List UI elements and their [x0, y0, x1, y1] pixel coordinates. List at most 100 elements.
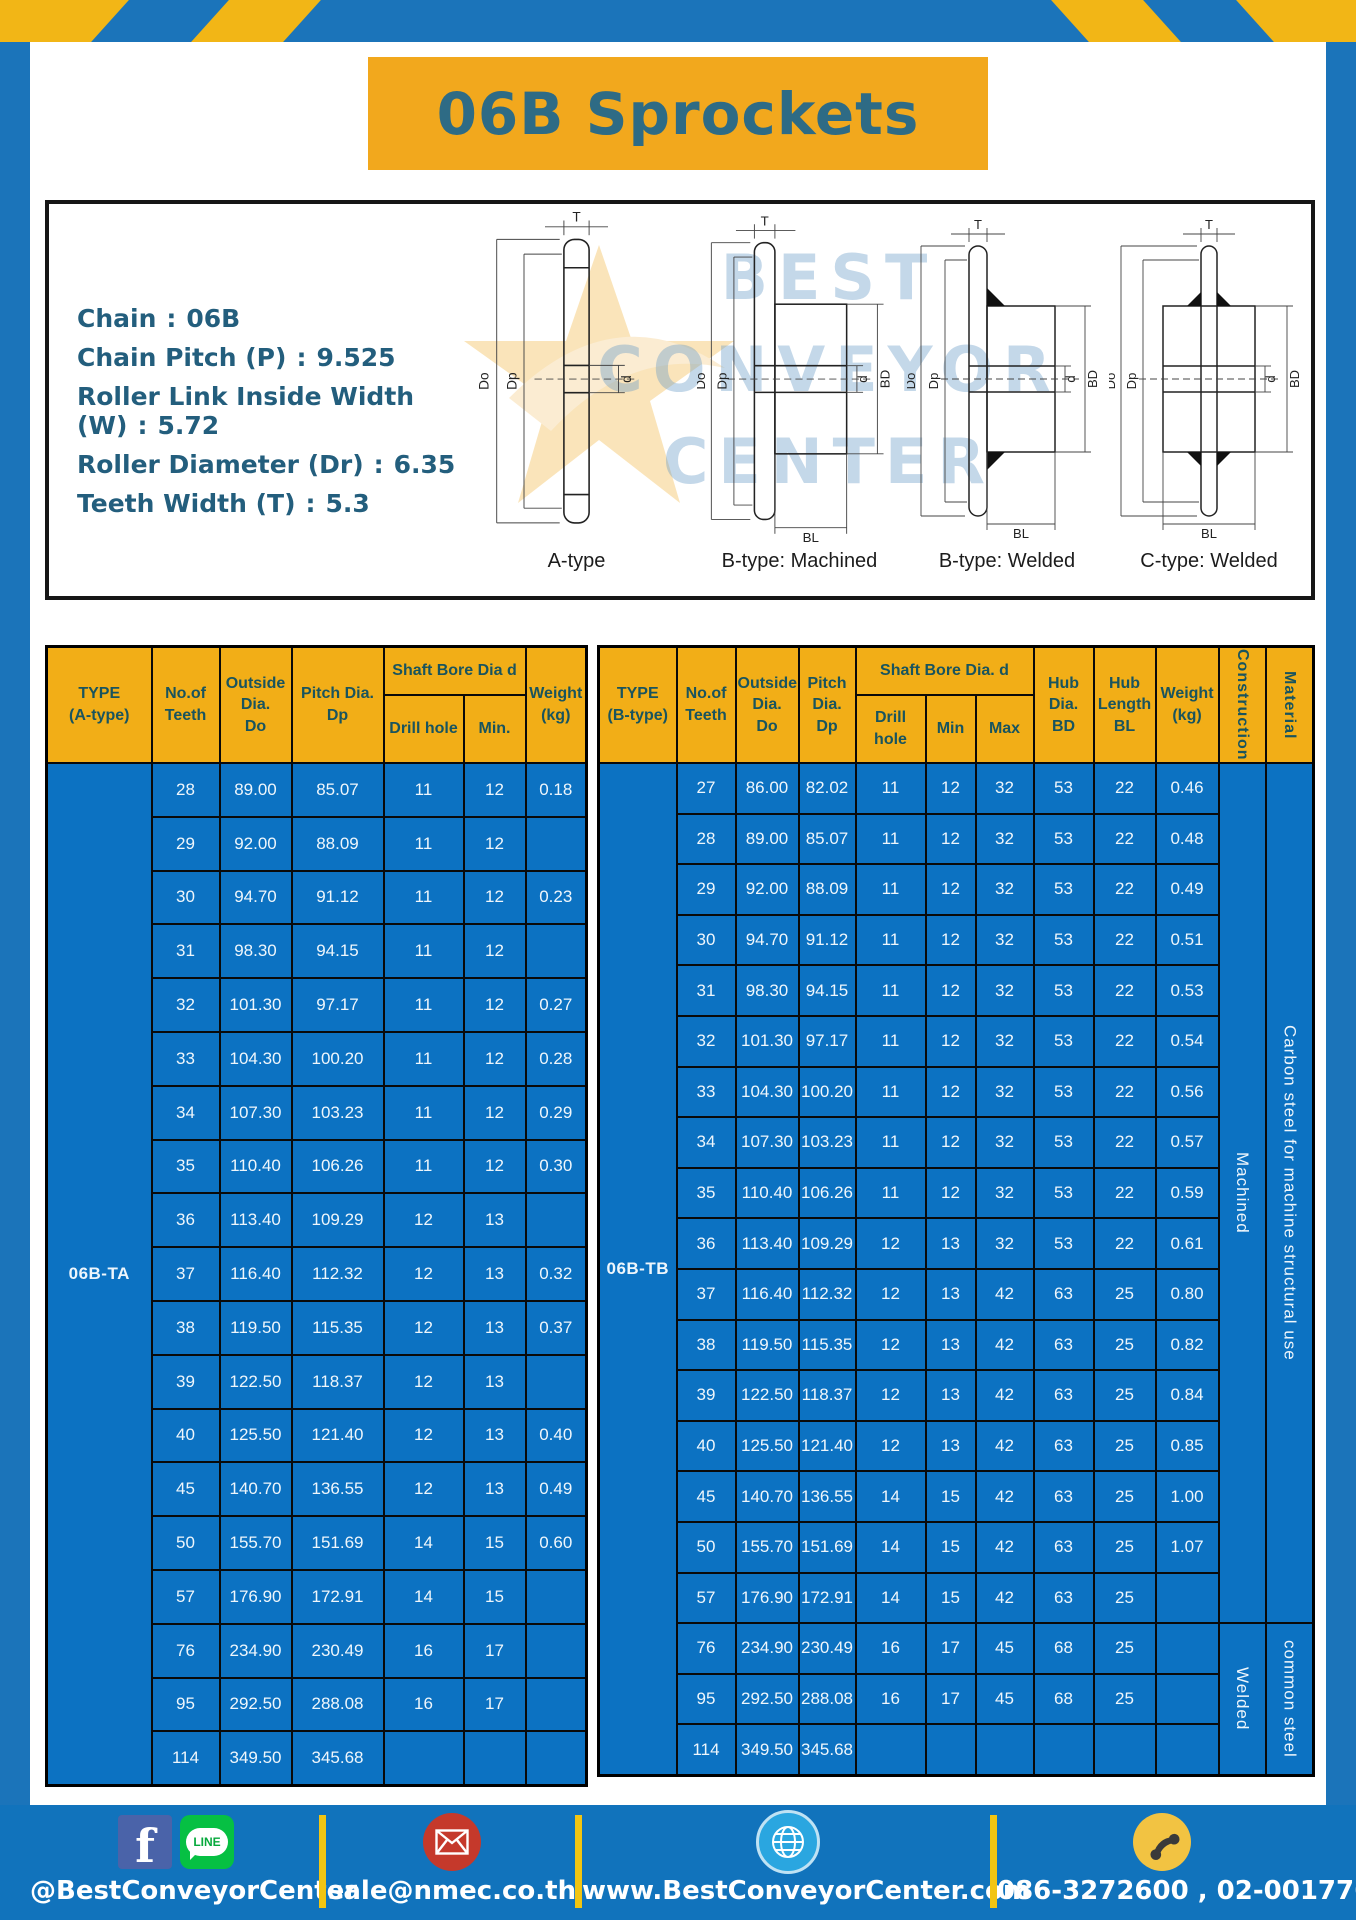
table-cell: 13: [462, 1407, 527, 1464]
table-cell: 0.40: [524, 1407, 588, 1464]
table-cell: 11: [854, 863, 927, 916]
table-cell: 11: [382, 1138, 465, 1195]
table-cell: 292.50: [734, 1672, 800, 1726]
table-cell: 40: [675, 1419, 737, 1473]
table-cell: 12: [462, 869, 527, 926]
table-cell: 11: [382, 869, 465, 926]
table-cell: 122.50: [218, 1353, 293, 1410]
table-cell: 110.40: [734, 1166, 800, 1220]
table-row: 39 122.50 118.37 12 13 42 63 25 0.84: [599, 1369, 1314, 1422]
table-cell: 14: [382, 1568, 465, 1625]
diagram-caption: B-type: Machined: [721, 550, 878, 572]
table-cell: 16: [382, 1676, 465, 1733]
table-row: 33 104.30 100.20 11 12 32 53 22 0.56: [599, 1065, 1314, 1119]
footer-email: sale@nmec.co.th: [327, 1876, 577, 1906]
table-cell: [462, 1730, 527, 1787]
table-cell: 50: [150, 1515, 221, 1571]
table-cell: 89.00: [734, 812, 800, 866]
spec-line: Chain:06B: [77, 304, 241, 333]
table-cell: 12: [462, 977, 527, 1033]
table-row: 33 104.30 100.20 11 12 0.28: [47, 1030, 588, 1087]
table-cell: 22: [1092, 863, 1157, 916]
table-cell: 32: [974, 1166, 1035, 1220]
table-cell: 0.57: [1154, 1116, 1220, 1169]
table-cell: 42: [974, 1520, 1035, 1574]
dim-bl: BL: [1201, 526, 1217, 541]
table-cell: 95: [675, 1672, 737, 1726]
table-cell: 125.50: [734, 1419, 800, 1473]
table-cell: 11: [854, 1166, 927, 1220]
table-cell: 0.49: [1154, 863, 1220, 916]
table-cell: 12: [924, 863, 977, 916]
corner-stripe: [1040, 0, 1192, 42]
table-cell: 22: [1092, 1217, 1157, 1270]
watermark-logo: [464, 245, 734, 503]
col-header-drill-hole: Drill hole: [382, 694, 465, 764]
table-cell: 0.53: [1154, 964, 1220, 1017]
table-cell: 13: [462, 1461, 527, 1518]
table-cell: 11: [854, 913, 927, 967]
dim-d: d: [1063, 375, 1078, 382]
table-cell: [524, 1192, 588, 1249]
table-cell: 11: [854, 1065, 927, 1119]
table-row: 29 92.00 88.09 11 12: [47, 815, 588, 872]
table-row: 35 110.40 106.26 11 12 0.30: [47, 1138, 588, 1195]
col-header-construction: Construction: [1217, 645, 1267, 764]
table-cell: 32: [974, 1217, 1035, 1270]
table-cell: 53: [1032, 1014, 1095, 1068]
table-cell: 15: [462, 1515, 527, 1571]
table-cell: 98.30: [218, 923, 293, 980]
footer-item-social: f LINE @BestConveyorCenter: [30, 1811, 358, 1906]
dim-d: d: [855, 375, 870, 382]
table-cell: 30: [150, 869, 221, 926]
table-cell: 113.40: [218, 1192, 293, 1249]
footer-social-handle: @BestConveyorCenter: [30, 1876, 358, 1906]
table-cell: 0.30: [524, 1138, 588, 1195]
table-cell: 32: [675, 1014, 737, 1068]
table-cell: 63: [1032, 1520, 1095, 1574]
table-cell: 63: [1032, 1571, 1095, 1625]
table-cell: 53: [1032, 913, 1095, 967]
table-cell: [524, 1730, 588, 1787]
table-cell: 17: [924, 1622, 977, 1675]
table-cell: 25: [1092, 1369, 1157, 1422]
table-cell: 107.30: [734, 1116, 800, 1169]
table-cell: 45: [974, 1672, 1035, 1726]
table-cell: 95: [150, 1676, 221, 1733]
table-cell: 25: [1092, 1470, 1157, 1523]
table-cell: 122.50: [734, 1369, 800, 1422]
table-cell: 1.00: [1154, 1470, 1220, 1523]
table-cell: 33: [150, 1030, 221, 1087]
corner-stripe: [0, 0, 140, 42]
table-cell: 11: [382, 977, 465, 1033]
table-cell: 28: [675, 812, 737, 866]
table-cell: 112.32: [290, 1246, 385, 1302]
footer-contact-bar: f LINE @BestConveyorCenter sale@nmec.co.…: [0, 1805, 1356, 1920]
table-cell: 12: [462, 762, 527, 818]
table-b-type: TYPE (B-type) No.of Teeth Outside Dia. D…: [597, 645, 1316, 1777]
table-cell: 0.27: [524, 977, 588, 1033]
table-row: 34 107.30 103.23 11 12 32 53 22 0.57: [599, 1116, 1314, 1169]
table-cell: 101.30: [734, 1014, 800, 1068]
table-cell: 13: [462, 1353, 527, 1410]
table-cell: [1092, 1723, 1157, 1777]
table-cell: 42: [974, 1571, 1035, 1625]
table-cell: 103.23: [797, 1116, 857, 1169]
table-row: 114 349.50 345.68: [47, 1730, 588, 1787]
col-header-weight: Weight (kg): [524, 645, 588, 764]
table-row: 39 122.50 118.37 12 13: [47, 1353, 588, 1410]
table-cell: 0.51: [1154, 913, 1220, 967]
table-cell: 22: [1092, 964, 1157, 1017]
table-cell: 12: [382, 1299, 465, 1356]
table-cell: 50: [675, 1520, 737, 1574]
table-cell: 151.69: [797, 1520, 857, 1574]
table-cell: 11: [854, 1116, 927, 1169]
table-cell: 25: [1092, 1520, 1157, 1574]
table-row: 57 176.90 172.91 14 15 42 63 25: [599, 1571, 1314, 1625]
table-cell: 12: [924, 913, 977, 967]
table-cell: 53: [1032, 762, 1095, 815]
table-cell: 36: [150, 1192, 221, 1249]
col-header-max: Max: [974, 694, 1035, 764]
table-cell: 11: [382, 815, 465, 872]
spec-line: Roller Diameter (Dr):6.35: [77, 450, 456, 479]
